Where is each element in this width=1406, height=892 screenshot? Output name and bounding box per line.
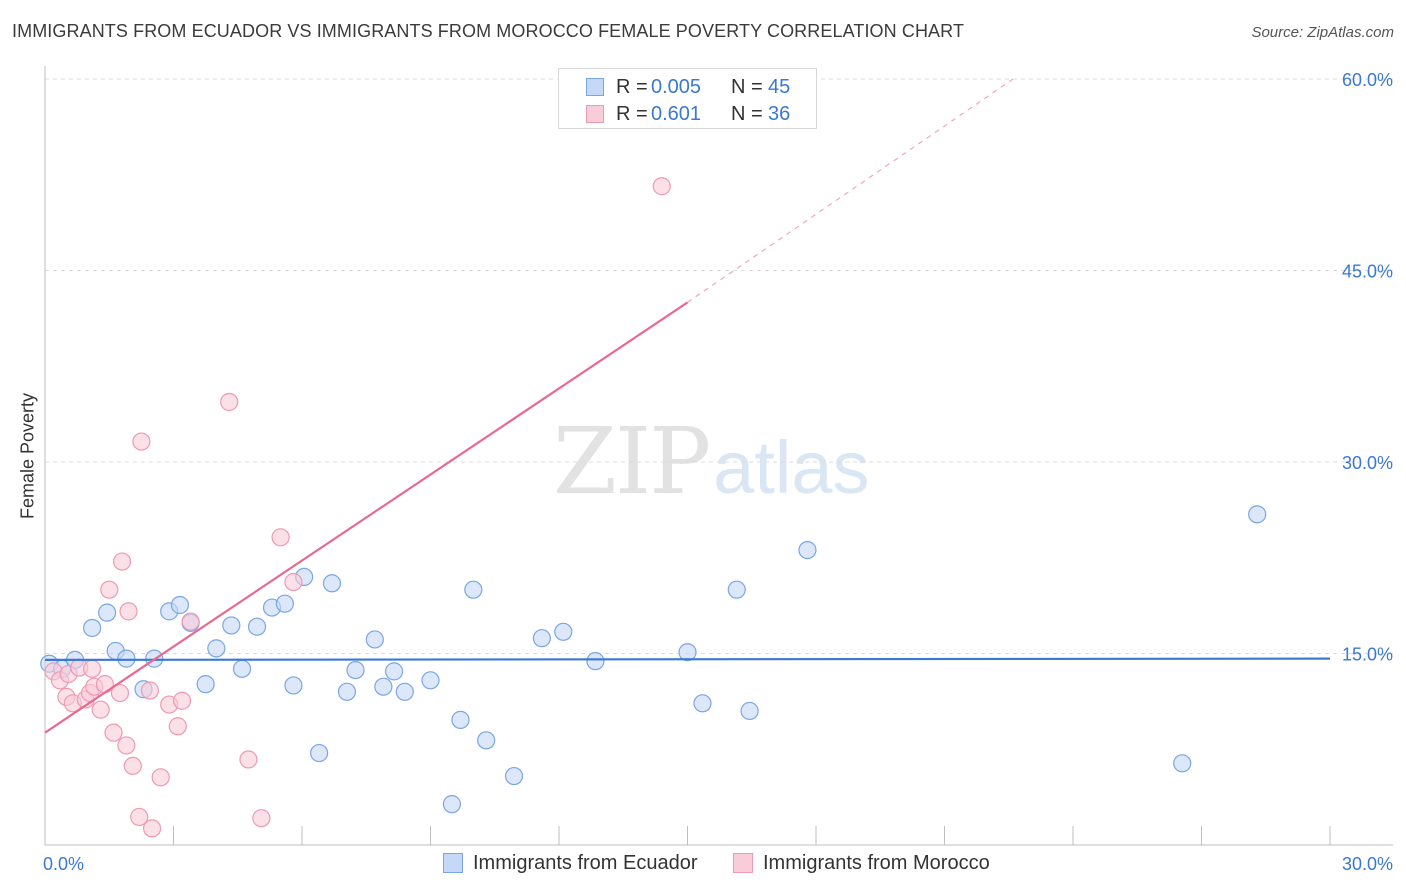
point-ecuador: [232, 659, 252, 678]
point-morocco: [91, 700, 110, 719]
point-morocco: [83, 659, 102, 678]
y-tick-label: 30.0%: [1342, 453, 1393, 473]
point-ecuador: [284, 676, 303, 695]
y-tick-label: 60.0%: [1342, 70, 1393, 90]
point-morocco: [652, 177, 671, 196]
legend-label-ecuador: Immigrants from Ecuador: [473, 852, 698, 874]
point-morocco: [252, 809, 271, 828]
legend-label-morocco: Immigrants from Morocco: [763, 852, 990, 874]
legend-swatch-morocco: [733, 853, 753, 873]
point-morocco: [168, 717, 187, 736]
legend-swatch-ecuador: [586, 78, 604, 96]
point-ecuador: [117, 649, 136, 668]
point-ecuador: [504, 766, 524, 786]
point-ecuador: [532, 629, 551, 648]
point-morocco: [239, 750, 258, 769]
source-credit: Source: ZipAtlas.com: [1251, 24, 1394, 41]
legend-row-ecuador: R = 0.005 N = 45: [559, 74, 816, 100]
point-ecuador: [346, 660, 365, 680]
chart-title: IMMIGRANTS FROM ECUADOR VS IMMIGRANTS FR…: [12, 21, 965, 41]
point-ecuador: [464, 580, 483, 599]
trend-lines: [44, 78, 1331, 734]
point-ecuador: [170, 595, 190, 615]
point-ecuador: [310, 743, 329, 763]
point-morocco: [119, 602, 138, 621]
point-ecuador: [442, 795, 462, 814]
n-label: N =: [731, 76, 763, 98]
point-ecuador: [693, 694, 712, 713]
r-value: 0.601: [651, 103, 702, 125]
point-ecuador: [384, 662, 404, 681]
point-morocco: [130, 807, 149, 827]
tick-labels: 15.0% 30.0% 45.0% 60.0% 0.0% 30.0%: [43, 70, 1393, 874]
n-value: 45: [768, 76, 791, 98]
point-morocco: [172, 691, 192, 710]
point-ecuador: [421, 671, 440, 690]
point-morocco: [112, 552, 132, 571]
legend-row-morocco: R = 0.601 N = 36: [559, 101, 816, 127]
point-ecuador: [322, 574, 342, 593]
y-axis-label: Female Poverty: [17, 392, 38, 520]
data-points: [40, 177, 1267, 838]
point-morocco: [100, 580, 119, 599]
point-ecuador: [554, 622, 573, 641]
legend-swatch-ecuador: [443, 853, 463, 873]
point-ecuador: [586, 652, 605, 671]
point-ecuador: [207, 639, 226, 658]
point-morocco: [284, 572, 303, 592]
point-morocco: [220, 392, 239, 412]
trend-line-ecuador: [44, 657, 1331, 661]
r-label: R =: [616, 103, 648, 125]
point-ecuador: [1173, 754, 1192, 773]
y-tick-label: 15.0%: [1342, 645, 1393, 665]
point-morocco: [271, 528, 290, 547]
grid-lines: [45, 78, 1393, 654]
point-ecuador: [451, 710, 470, 729]
trend-line-morocco: [44, 301, 689, 734]
point-ecuador: [337, 682, 357, 701]
x-tick-label: 30.0%: [1342, 854, 1393, 874]
correlation-legend: R = 0.005 N = 45 R = 0.601 N = 36: [558, 68, 817, 129]
point-morocco: [95, 675, 115, 694]
point-ecuador: [477, 731, 496, 750]
point-ecuador: [740, 701, 759, 721]
point-morocco: [110, 683, 130, 703]
point-morocco: [104, 723, 123, 742]
point-ecuador: [798, 540, 817, 560]
point-ecuador: [275, 594, 294, 613]
point-ecuador: [196, 675, 215, 694]
y-tick-label: 45.0%: [1342, 262, 1393, 282]
point-morocco: [117, 736, 136, 755]
point-ecuador: [1248, 505, 1267, 524]
point-morocco: [151, 768, 170, 787]
x-tick-label: 0.0%: [43, 854, 84, 874]
point-ecuador: [395, 682, 414, 701]
point-morocco: [140, 681, 160, 700]
point-morocco: [132, 432, 151, 451]
n-value: 36: [768, 103, 791, 125]
point-ecuador: [374, 677, 393, 696]
point-morocco: [181, 612, 200, 631]
point-ecuador: [678, 643, 697, 662]
point-ecuador: [98, 603, 117, 622]
point-morocco: [142, 819, 162, 838]
point-ecuador: [83, 618, 102, 638]
point-ecuador: [247, 617, 267, 636]
n-label: N =: [731, 103, 763, 125]
point-ecuador: [365, 630, 384, 649]
point-morocco: [123, 756, 142, 775]
legend-swatch-morocco: [586, 105, 604, 123]
axes: [44, 66, 1393, 846]
point-ecuador: [727, 580, 746, 599]
r-label: R =: [616, 76, 648, 98]
r-value: 0.005: [651, 76, 702, 98]
point-ecuador: [222, 616, 241, 635]
